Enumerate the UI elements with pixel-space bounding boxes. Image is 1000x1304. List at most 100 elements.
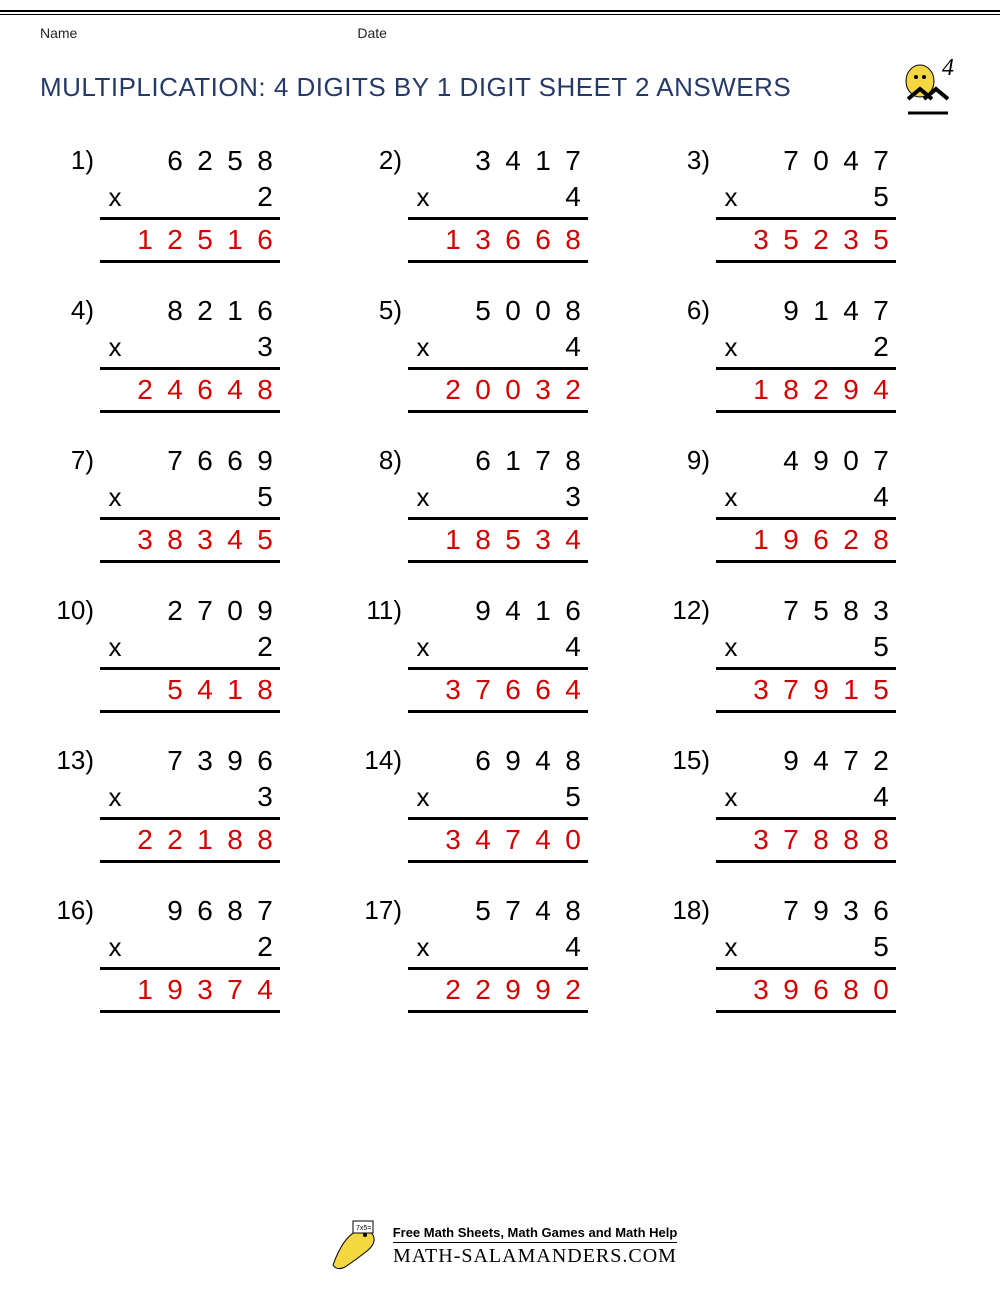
multiplicand-row: 4907	[716, 443, 896, 479]
name-label: Name	[40, 25, 77, 41]
problem-work: 5748x422992	[408, 893, 588, 1013]
multiplier-row: x3	[408, 479, 588, 515]
digit: 9	[250, 445, 280, 477]
digit: 1	[220, 295, 250, 327]
multiplier-row: x5	[408, 779, 588, 815]
answer-digit: 2	[468, 974, 498, 1006]
digit: 7	[498, 895, 528, 927]
rule	[100, 410, 280, 413]
answer-digit: 8	[160, 524, 190, 556]
answer-digit: 1	[190, 824, 220, 856]
answer-digit: 6	[498, 224, 528, 256]
problem-work: 7047x535235	[716, 143, 896, 263]
problem: 5)5008x420032	[356, 293, 644, 413]
digit: 3	[558, 481, 588, 513]
digit: 7	[866, 145, 896, 177]
answer-digit: 4	[220, 374, 250, 406]
digit: 2	[866, 745, 896, 777]
answer-digit: 1	[220, 674, 250, 706]
multiplicand-row: 2709	[100, 593, 280, 629]
problem-work: 7583x537915	[716, 593, 896, 713]
answer-digit: 3	[438, 824, 468, 856]
digit: 4	[528, 895, 558, 927]
digit: 5	[468, 295, 498, 327]
digit: 3	[468, 145, 498, 177]
rule	[408, 367, 588, 370]
answer-digit: 5	[866, 674, 896, 706]
multiplier-row: x4	[716, 479, 896, 515]
digit: 2	[250, 931, 280, 963]
multiplicand-row: 9416	[408, 593, 588, 629]
multiplicand-row: 9687	[100, 893, 280, 929]
answer-digit: 8	[866, 824, 896, 856]
answer-digit: 2	[160, 224, 190, 256]
answer-digit: 6	[806, 524, 836, 556]
answer-digit: 4	[250, 974, 280, 1006]
problem-number: 6)	[664, 293, 716, 326]
answer-digit: 4	[866, 374, 896, 406]
footer-site: MATH-SALAMANDERS.COM	[393, 1245, 678, 1268]
answer-digit: 8	[250, 674, 280, 706]
answer-digit: 2	[836, 524, 866, 556]
answer-digit: 0	[468, 374, 498, 406]
problem: 11)9416x437664	[356, 593, 644, 713]
multiplier-row: x2	[716, 329, 896, 365]
digit: 6	[220, 445, 250, 477]
rule	[100, 560, 280, 563]
problem: 16)9687x219374	[48, 893, 336, 1013]
answer-digit: 4	[190, 674, 220, 706]
problem: 17)5748x422992	[356, 893, 644, 1013]
problem: 8)6178x318534	[356, 443, 644, 563]
digit: 6	[160, 145, 190, 177]
answer-digit: 1	[130, 224, 160, 256]
rule	[100, 967, 280, 970]
problem-number: 17)	[356, 893, 408, 926]
date-label: Date	[357, 25, 387, 41]
answer-row: 13668	[408, 222, 588, 258]
rule	[716, 217, 896, 220]
rule	[716, 517, 896, 520]
rule	[100, 517, 280, 520]
problem-work: 9472x437888	[716, 743, 896, 863]
operator: x	[100, 782, 130, 813]
operator: x	[100, 482, 130, 513]
answer-digit: 3	[836, 224, 866, 256]
digit: 9	[776, 295, 806, 327]
digit: 6	[558, 595, 588, 627]
rule	[100, 1010, 280, 1013]
digit: 6	[250, 295, 280, 327]
svg-text:7x5=: 7x5=	[356, 1225, 371, 1232]
answer-digit: 4	[220, 524, 250, 556]
answer-digit: 1	[746, 524, 776, 556]
digit: 7	[866, 295, 896, 327]
problem-work: 8216x324648	[100, 293, 280, 413]
problem-work: 9416x437664	[408, 593, 588, 713]
problem-number: 4)	[48, 293, 100, 326]
digit: 7	[250, 895, 280, 927]
operator: x	[100, 332, 130, 363]
multiplicand-row: 6948	[408, 743, 588, 779]
rule	[716, 817, 896, 820]
rule	[408, 710, 588, 713]
answer-digit: 4	[468, 824, 498, 856]
problem: 12)7583x537915	[664, 593, 952, 713]
answer-digit: 9	[836, 374, 866, 406]
digit: 6	[190, 895, 220, 927]
rule	[408, 217, 588, 220]
digit: 9	[250, 595, 280, 627]
problem-number: 15)	[664, 743, 716, 776]
page-top-rule-thin	[0, 14, 1000, 15]
digit: 8	[160, 295, 190, 327]
answer-digit: 8	[836, 824, 866, 856]
problem-number: 10)	[48, 593, 100, 626]
answer-digit: 2	[806, 224, 836, 256]
rule	[408, 860, 588, 863]
digit: 7	[558, 145, 588, 177]
rule	[100, 667, 280, 670]
multiplicand-row: 5748	[408, 893, 588, 929]
digit: 2	[160, 595, 190, 627]
problem-number: 5)	[356, 293, 408, 326]
answer-digit: 7	[776, 824, 806, 856]
answer-row: 12516	[100, 222, 280, 258]
answer-digit: 8	[558, 224, 588, 256]
